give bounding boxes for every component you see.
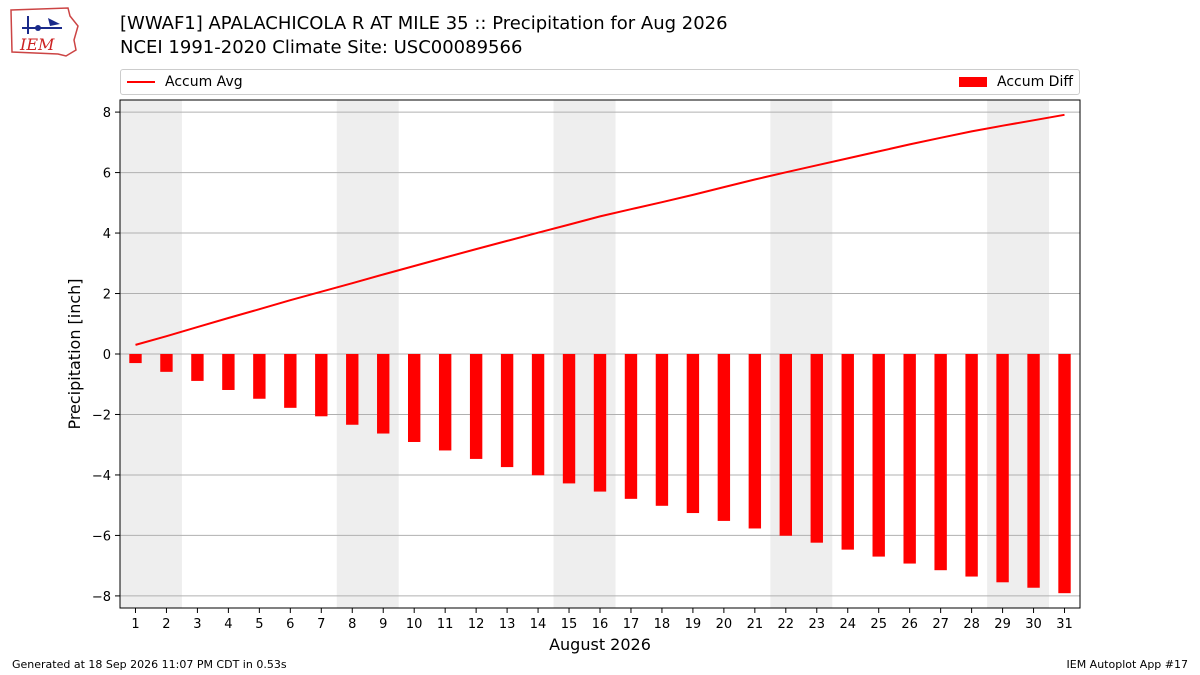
accum-diff-bar xyxy=(903,354,916,564)
x-tick-label: 4 xyxy=(224,617,232,632)
x-tick-label: 26 xyxy=(901,617,918,632)
legend-item-accum-diff: Accum Diff xyxy=(958,74,1073,90)
accum-diff-bar xyxy=(965,354,978,577)
chart-subtitle: NCEI 1991-2020 Climate Site: USC00089566 xyxy=(120,37,523,58)
accum-diff-bar xyxy=(934,354,947,571)
accum-diff-bar xyxy=(1027,354,1040,588)
svg-text:IEM: IEM xyxy=(19,35,55,54)
accum-diff-bar xyxy=(655,354,669,506)
x-tick-label: 29 xyxy=(994,617,1011,632)
accum-diff-bar xyxy=(593,354,607,492)
accum-diff-bar xyxy=(346,354,359,425)
legend-label-accum-avg: Accum Avg xyxy=(165,74,243,90)
x-tick-label: 20 xyxy=(716,617,733,632)
x-tick-label: 12 xyxy=(468,617,485,632)
legend-line-swatch xyxy=(127,81,155,83)
y-tick-label: 4 xyxy=(103,227,111,242)
x-axis-ticks: 1 2 3 4 5 6 7 8 9 10 11 12 13 14 15 16 17 18 19 20 21 22 23 24 2… xyxy=(131,608,1073,632)
x-tick-label: 13 xyxy=(499,617,516,632)
accum-diff-bar xyxy=(129,354,142,364)
x-tick-label: 16 xyxy=(592,617,609,632)
legend-bar-swatch xyxy=(958,77,987,87)
legend-item-accum-avg: Accum Avg xyxy=(127,74,243,90)
accum-diff-bar xyxy=(624,354,638,499)
x-tick-label: 17 xyxy=(623,617,640,632)
x-tick-label: 27 xyxy=(932,617,949,632)
legend-label-accum-diff: Accum Diff xyxy=(996,74,1073,90)
accum-diff-bar xyxy=(408,354,421,442)
x-tick-label: 24 xyxy=(839,617,856,632)
y-tick-label: 6 xyxy=(103,167,111,182)
accum-diff-bar xyxy=(686,354,700,514)
accum-diff-bar xyxy=(500,354,514,468)
accum-diff-bar xyxy=(1058,354,1071,594)
x-tick-label: 14 xyxy=(530,617,547,632)
accum-diff-bar xyxy=(748,354,762,529)
accum-diff-bar xyxy=(222,354,235,390)
accum-diff-bar xyxy=(377,354,390,434)
accum-diff-bar xyxy=(717,354,731,521)
accum-diff-bar xyxy=(469,354,483,459)
accum-diff-bar xyxy=(284,354,297,408)
footer-app-text: IEM Autoplot App #17 xyxy=(1066,658,1189,671)
accum-diff-bar xyxy=(531,354,545,476)
x-tick-label: 2 xyxy=(162,617,170,632)
y-axis-label: Precipitation [inch] xyxy=(65,278,84,429)
x-tick-label: 5 xyxy=(255,617,263,632)
accum-avg-line xyxy=(135,113,1065,346)
x-tick-label: 11 xyxy=(437,617,454,632)
x-tick-label: 19 xyxy=(685,617,702,632)
accum-diff-bar xyxy=(160,354,173,372)
x-tick-label: 23 xyxy=(809,617,826,632)
accum-diff-bar xyxy=(872,354,885,557)
y-axis-ticks: −8 −6 −4 −2 0 2 4 6 8 xyxy=(92,106,120,605)
x-tick-label: 30 xyxy=(1025,617,1042,632)
accum-diff-bar xyxy=(562,354,576,484)
legend: Accum Avg Accum Diff xyxy=(120,69,1080,95)
accum-avg-series-line xyxy=(135,113,1065,346)
x-tick-label: 6 xyxy=(286,617,294,632)
accum-diff-bar xyxy=(810,354,823,543)
accum-diff-bar xyxy=(996,354,1009,583)
x-tick-label: 21 xyxy=(747,617,764,632)
y-tick-label: −8 xyxy=(92,590,111,605)
x-tick-label: 22 xyxy=(778,617,795,632)
x-tick-label: 18 xyxy=(654,617,671,632)
x-tick-label: 10 xyxy=(406,617,423,632)
accum-diff-bar xyxy=(191,354,204,381)
y-tick-label: 2 xyxy=(103,288,111,303)
footer-generated-text: Generated at 18 Sep 2026 11:07 PM CDT in… xyxy=(12,658,287,671)
x-tick-label: 28 xyxy=(963,617,980,632)
accum-diff-bar xyxy=(841,354,854,550)
x-tick-label: 1 xyxy=(131,617,139,632)
x-tick-label: 3 xyxy=(193,617,201,632)
y-tick-label: −4 xyxy=(92,469,111,484)
x-tick-label: 7 xyxy=(317,617,325,632)
y-tick-label: −6 xyxy=(92,529,111,544)
x-tick-label: 15 xyxy=(561,617,578,632)
iem-logo-icon: IEM xyxy=(10,7,79,57)
chart-title: [WWAF1] APALACHICOLA R AT MILE 35 :: Pre… xyxy=(120,13,728,34)
accum-diff-bar xyxy=(315,354,328,417)
y-tick-label: 8 xyxy=(103,106,111,121)
y-tick-label: 0 xyxy=(103,348,111,363)
accum-diff-bar xyxy=(779,354,792,536)
x-tick-label: 25 xyxy=(870,617,887,632)
y-tick-label: −2 xyxy=(92,408,111,423)
x-tick-label: 31 xyxy=(1056,617,1073,632)
accum-diff-bar xyxy=(253,354,266,399)
accum-diff-bar xyxy=(438,354,452,451)
x-tick-label: 9 xyxy=(379,617,387,632)
accum-diff-bars xyxy=(129,354,1071,594)
x-axis-label: August 2026 xyxy=(549,635,651,654)
x-tick-label: 8 xyxy=(348,617,356,632)
